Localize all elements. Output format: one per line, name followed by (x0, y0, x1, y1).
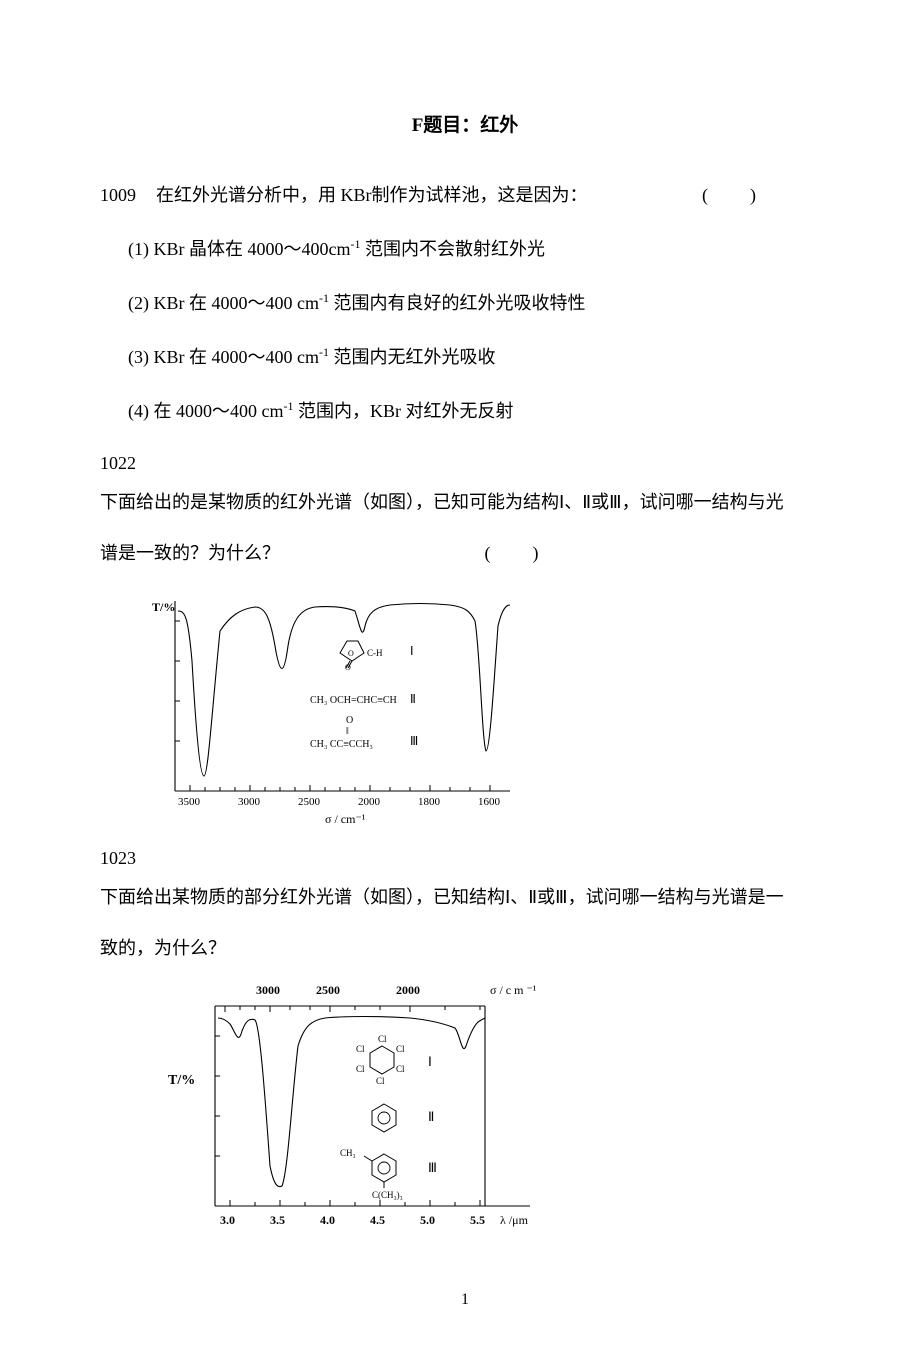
q1022-number: 1022 (100, 447, 830, 479)
svg-text:1800: 1800 (418, 796, 441, 808)
page-number: 1 (100, 1291, 830, 1309)
svg-text:3500: 3500 (178, 796, 201, 808)
svg-text:‖: ‖ (346, 726, 349, 737)
opt-text-b: 范围内不会散射红外光 (360, 239, 545, 259)
q1009-stem: 1009 在红外光谱分析中，用 KBr制作为试样池，这是因为： ( ) (100, 177, 830, 213)
opt-text: (4) 在 4000～400 cm (128, 401, 283, 421)
svg-text:CH₃ CC≡CCH₃: CH₃ CC≡CCH₃ (310, 739, 373, 750)
opt-text-b: 范围内无红外光吸收 (329, 347, 496, 367)
figure-1022: T/% 3500 3000 2500 2000 1800 1600 σ / cm… (130, 581, 830, 836)
svg-text:Cl: Cl (396, 1044, 405, 1054)
svg-text:5.0: 5.0 (420, 1213, 435, 1227)
svg-text:2000: 2000 (396, 983, 420, 997)
opt-sup: -1 (319, 345, 329, 359)
fig1-ylabel: T/% (152, 600, 175, 614)
q1022-paren: ( ) (485, 543, 541, 563)
q1023-para2: 致的，为什么？ (100, 925, 830, 972)
opt-text: (1) KBr 晶体在 4000～400cm (128, 239, 350, 259)
svg-text:Ⅲ: Ⅲ (410, 734, 418, 748)
svg-text:CH₃ OCH=CHC≡CH: CH₃ OCH=CHC≡CH (310, 695, 397, 706)
opt-sup: -1 (319, 291, 329, 305)
svg-text:5.5: 5.5 (470, 1213, 485, 1227)
opt-text: (3) KBr 在 4000～400 cm (128, 347, 319, 367)
svg-text:Cl: Cl (356, 1044, 365, 1054)
q1009-option-1: (1) KBr 晶体在 4000～400cm-1 范围内不会散射红外光 (128, 231, 830, 267)
svg-text:3.0: 3.0 (220, 1213, 235, 1227)
svg-text:Ⅲ: Ⅲ (428, 1160, 437, 1175)
svg-text:Ⅱ: Ⅱ (410, 692, 416, 706)
svg-text:Cl: Cl (378, 1034, 387, 1044)
svg-text:2500: 2500 (298, 796, 321, 808)
svg-text:O: O (348, 649, 354, 658)
opt-text-b: 范围内，KBr 对红外无反射 (293, 401, 513, 421)
svg-text:Cl: Cl (356, 1064, 365, 1074)
svg-text:CH₃: CH₃ (340, 1148, 356, 1158)
svg-text:2500: 2500 (316, 983, 340, 997)
svg-text:T/%: T/% (168, 1073, 195, 1088)
q1009-option-4: (4) 在 4000～400 cm-1 范围内，KBr 对红外无反射 (128, 393, 830, 429)
svg-text:2000: 2000 (358, 796, 381, 808)
svg-text:Ⅱ: Ⅱ (428, 1109, 434, 1124)
svg-text:C(CH₃)₃: C(CH₃)₃ (372, 1190, 403, 1200)
svg-text:C-H: C-H (367, 648, 383, 658)
svg-text:4.0: 4.0 (320, 1213, 335, 1227)
svg-text:σ / cm⁻¹: σ / cm⁻¹ (325, 812, 366, 826)
svg-text:Cl: Cl (396, 1064, 405, 1074)
q1022-para2a: 谱是一致的？为什么？ (100, 543, 280, 563)
q1022-para2: 谱是一致的？为什么？ ( ) (100, 530, 830, 577)
q1009-option-3: (3) KBr 在 4000～400 cm-1 范围内无红外光吸收 (128, 339, 830, 375)
svg-text:Ⅰ: Ⅰ (428, 1054, 432, 1069)
figure-1023: 3000 2500 2000 σ / c m ⁻¹ 3.0 3.5 4.0 (150, 976, 830, 1241)
q1009-text: 在红外光谱分析中，用 KBr制作为试样池，这是因为： (156, 185, 588, 205)
svg-text:3000: 3000 (256, 983, 280, 997)
opt-sup: -1 (350, 237, 360, 251)
q1023-number: 1023 (100, 842, 830, 874)
opt-text: (2) KBr 在 4000～400 cm (128, 293, 319, 313)
opt-text-b: 范围内有良好的红外光吸收特性 (329, 293, 586, 313)
svg-text:Ⅰ: Ⅰ (410, 644, 414, 658)
svg-text:3.5: 3.5 (270, 1213, 285, 1227)
q1023-para1: 下面给出某物质的部分红外光谱（如图），已知结构Ⅰ、Ⅱ或Ⅲ，试问哪一结构与光谱是一 (100, 874, 830, 921)
svg-text:σ / c m ⁻¹: σ / c m ⁻¹ (490, 983, 537, 997)
svg-text:λ /μm: λ /μm (500, 1213, 529, 1227)
svg-text:3000: 3000 (238, 796, 261, 808)
page-title: F题目：红外 (100, 110, 830, 137)
svg-text:1600: 1600 (478, 796, 501, 808)
svg-text:O: O (346, 715, 353, 726)
opt-sup: -1 (283, 399, 293, 413)
q1009-option-2: (2) KBr 在 4000～400 cm-1 范围内有良好的红外光吸收特性 (128, 285, 830, 321)
svg-text:4.5: 4.5 (370, 1213, 385, 1227)
q1022-para1: 下面给出的是某物质的红外光谱（如图），已知可能为结构Ⅰ、Ⅱ或Ⅲ，试问哪一结构与光 (100, 479, 830, 526)
q1009-number: 1009 (100, 177, 156, 213)
q1009-paren: ( ) (702, 177, 758, 213)
svg-text:Cl: Cl (376, 1076, 385, 1086)
